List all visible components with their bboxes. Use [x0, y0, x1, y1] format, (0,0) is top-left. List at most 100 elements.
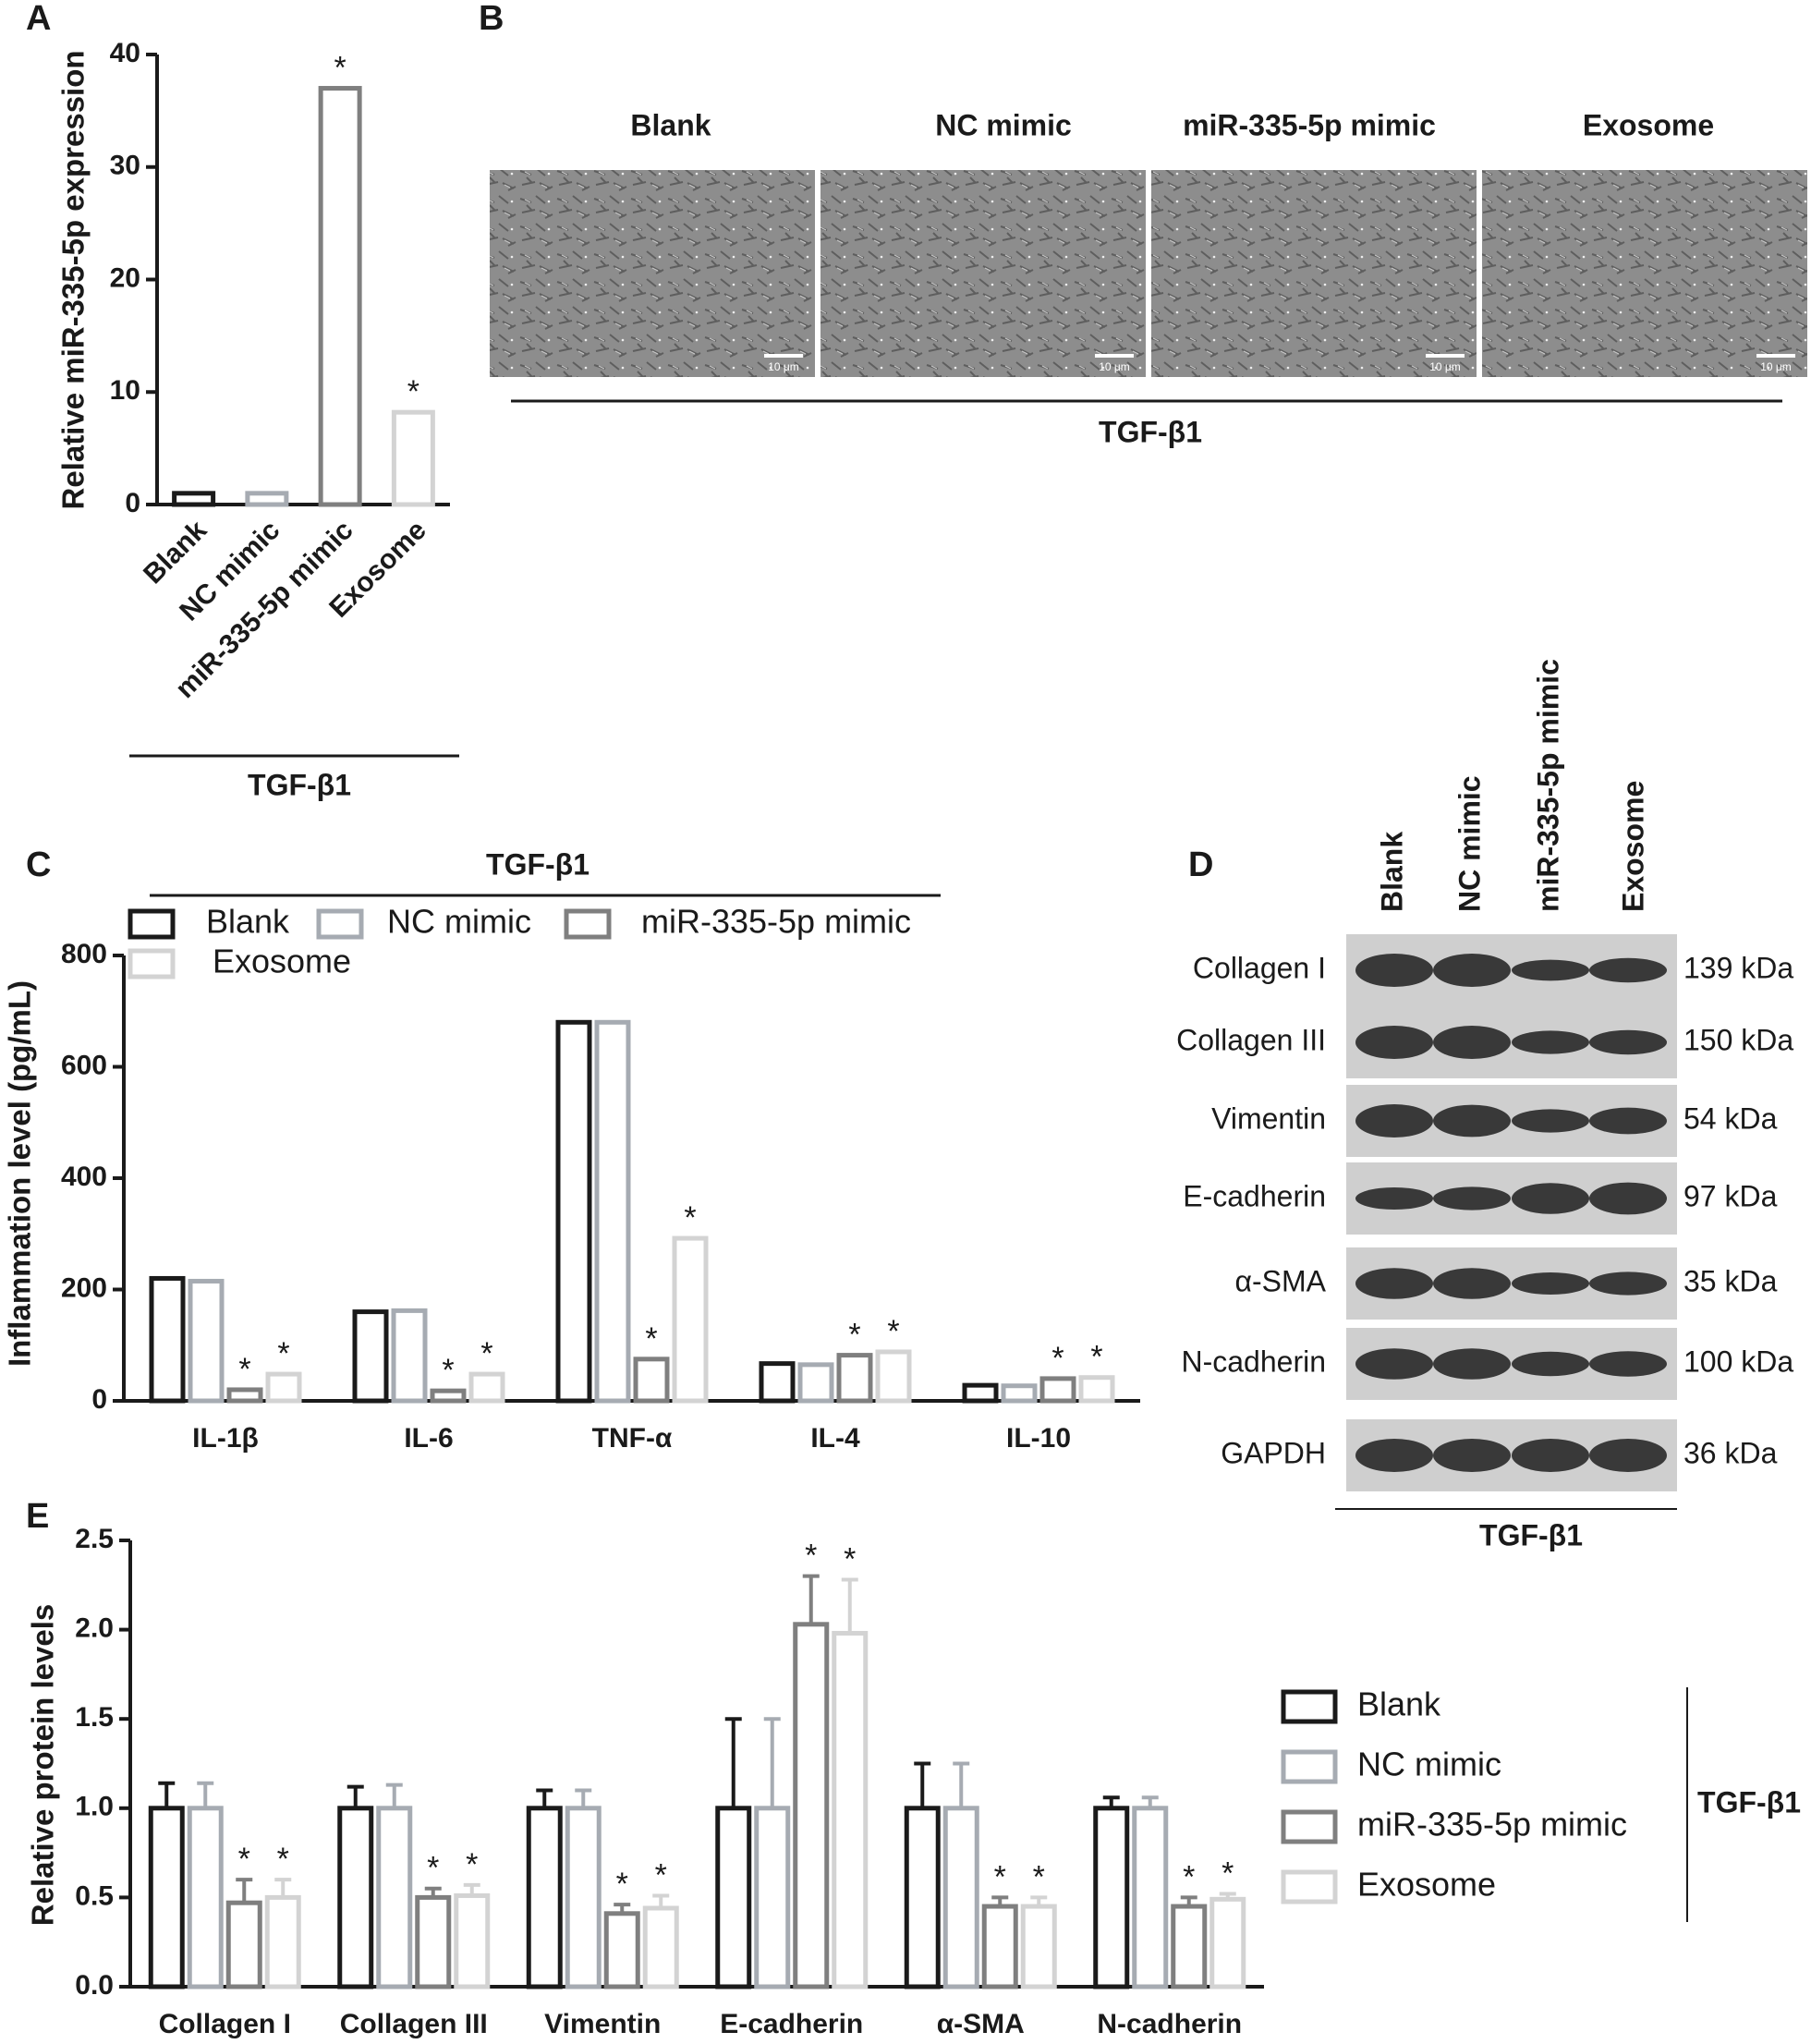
- group-label: TGF-β1: [1697, 1785, 1801, 1819]
- bar: [149, 1275, 186, 1404]
- lane-label: miR-335-5p mimic: [1531, 659, 1564, 912]
- significance-mark: *: [655, 1857, 667, 1892]
- blot-band: [1589, 1029, 1667, 1055]
- error-bar: [385, 1782, 403, 1808]
- blot-band: [1589, 1107, 1667, 1135]
- bar: [633, 1357, 670, 1404]
- panel-label: D: [1188, 846, 1213, 884]
- bar: [430, 1388, 467, 1404]
- bar: [468, 1371, 505, 1404]
- x-tick-label: IL-4: [810, 1423, 860, 1454]
- blot-band: [1355, 1104, 1433, 1138]
- y-tick-label: 2.0: [75, 1613, 114, 1644]
- legend-swatch: [1281, 1749, 1338, 1784]
- bar: [415, 1894, 452, 1989]
- blot-band: [1433, 1026, 1511, 1059]
- blot-band: [1433, 1348, 1511, 1380]
- error-bar: [575, 1788, 592, 1808]
- significance-mark: *: [1033, 1859, 1045, 1894]
- significance-mark: *: [277, 1842, 289, 1877]
- bar: [793, 1622, 830, 1989]
- bar: [1209, 1896, 1246, 1989]
- y-tick-label: 600: [61, 1050, 107, 1080]
- blot-band: [1512, 1351, 1589, 1377]
- significance-mark: *: [407, 374, 419, 409]
- y-tick-label: 400: [61, 1162, 107, 1192]
- bar: [759, 1361, 796, 1404]
- significance-mark: *: [616, 1867, 628, 1902]
- bar: [391, 1308, 428, 1404]
- error-bar: [346, 1784, 364, 1808]
- scale-bar-label: 10 μm: [1099, 360, 1130, 373]
- bar: [1078, 1375, 1115, 1404]
- lane-label: Blank: [1375, 832, 1408, 912]
- bar: [904, 1806, 941, 1989]
- group-label: TGF-β1: [1099, 415, 1202, 448]
- error-bar: [652, 1893, 670, 1908]
- blot-band: [1589, 1439, 1667, 1472]
- error-bar: [614, 1903, 631, 1914]
- bar: [376, 1806, 413, 1989]
- error-bar: [197, 1781, 214, 1808]
- group-label: TGF-β1: [1479, 1518, 1583, 1551]
- column-label: Blank: [630, 108, 711, 141]
- bar: [672, 1235, 709, 1404]
- legend-label: Blank: [206, 903, 290, 941]
- y-tick-label: 0.5: [75, 1880, 114, 1911]
- blot-band: [1589, 1182, 1667, 1215]
- y-axis-title: Relative miR-335-5p expression: [56, 50, 91, 509]
- y-tick-label: 800: [61, 939, 107, 969]
- error-bar: [1219, 1892, 1236, 1900]
- protein-label: Vimentin: [1211, 1101, 1326, 1135]
- legend-swatch: [1281, 1869, 1338, 1904]
- chart-title: TGF-β1: [486, 847, 589, 881]
- size-label: 54 kDa: [1683, 1101, 1778, 1135]
- bar: [754, 1806, 791, 1989]
- micrograph: [488, 168, 817, 379]
- legend-swatch: [128, 948, 176, 979]
- scale-bar-label: 10 μm: [1429, 360, 1461, 373]
- size-label: 100 kDa: [1683, 1344, 1793, 1378]
- significance-mark: *: [277, 1336, 289, 1371]
- significance-mark: *: [480, 1336, 492, 1371]
- panel-label: E: [26, 1497, 49, 1536]
- bar: [797, 1362, 834, 1404]
- error-bar: [763, 1717, 781, 1808]
- x-tick-label: IL-6: [404, 1423, 453, 1454]
- blot-band: [1512, 1109, 1589, 1133]
- y-axis-title: Inflammation level (pg/mL): [3, 980, 37, 1367]
- error-bar: [1180, 1895, 1197, 1907]
- significance-mark: *: [1090, 1340, 1102, 1375]
- bar: [352, 1309, 389, 1404]
- column-label: NC mimic: [935, 108, 1072, 141]
- legend-label: miR-335-5p mimic: [641, 903, 911, 941]
- size-label: 139 kDa: [1683, 951, 1793, 984]
- legend-swatch: [564, 908, 612, 940]
- bar: [642, 1905, 679, 1989]
- y-tick-label: 30: [110, 151, 140, 181]
- error-bar: [536, 1788, 553, 1808]
- scale-bar-label: 10 μm: [768, 360, 799, 373]
- y-tick-label: 2.5: [75, 1524, 114, 1554]
- error-bar: [274, 1878, 292, 1898]
- significance-mark: *: [238, 1842, 250, 1877]
- bar: [148, 1806, 185, 1989]
- lane-label: NC mimic: [1452, 775, 1486, 912]
- protein-label: Collagen I: [1193, 951, 1326, 984]
- legend-swatch: [1281, 1689, 1338, 1724]
- bar: [454, 1892, 491, 1989]
- bar: [594, 1019, 631, 1404]
- protein-label: E-cadherin: [1183, 1179, 1326, 1212]
- blot-band: [1355, 1187, 1433, 1210]
- bar: [265, 1371, 302, 1404]
- blot-band: [1355, 954, 1433, 987]
- bar: [226, 1387, 263, 1404]
- error-bar: [424, 1886, 442, 1898]
- micrograph: [1480, 168, 1809, 379]
- error-bar: [158, 1781, 176, 1808]
- blot-band: [1433, 1104, 1511, 1138]
- legend-swatch: [128, 908, 176, 940]
- error-bar: [1102, 1795, 1120, 1808]
- bar: [188, 1278, 225, 1404]
- bar: [245, 491, 289, 507]
